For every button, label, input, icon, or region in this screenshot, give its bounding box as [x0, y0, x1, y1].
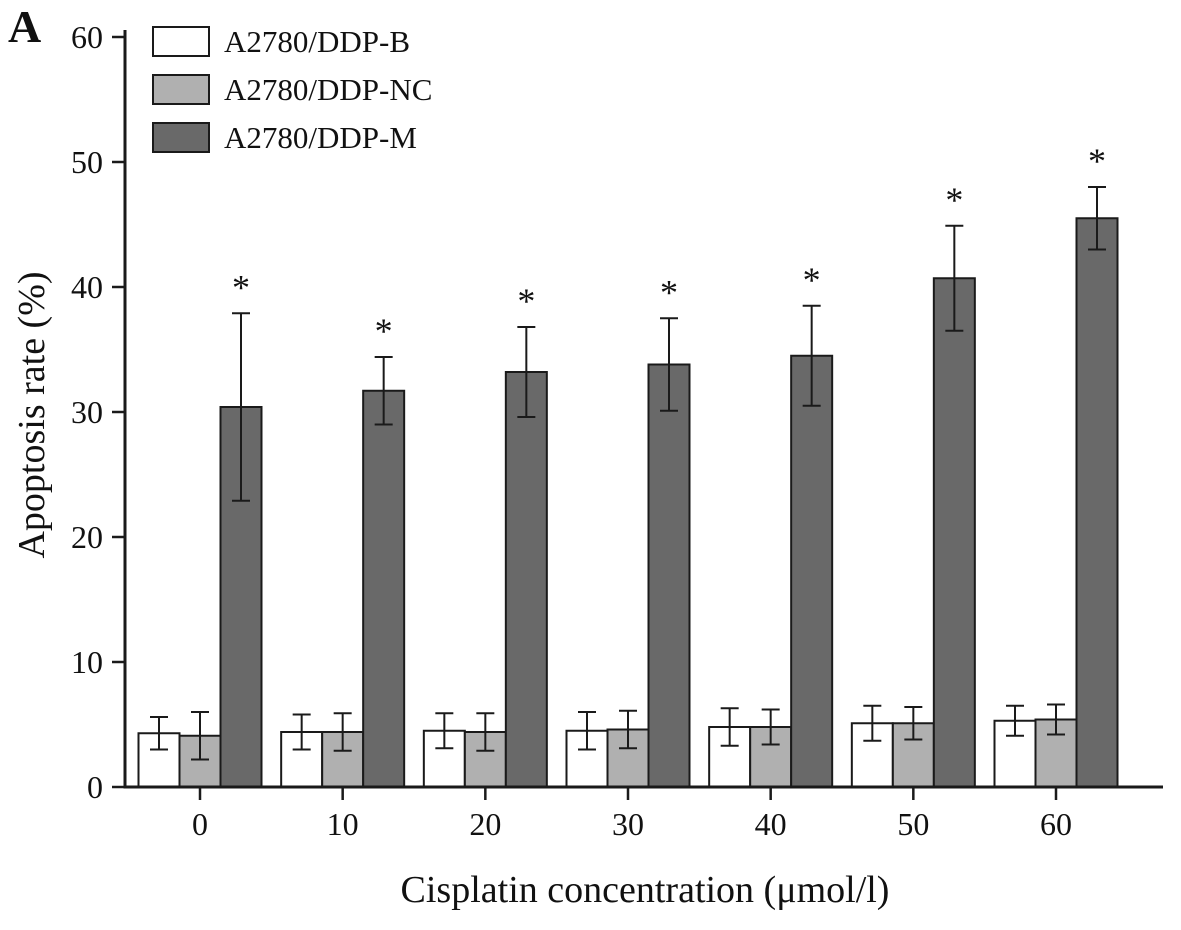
legend-label-ddp-b: A2780/DDP-B	[224, 24, 411, 59]
x-tick-label: 50	[897, 806, 929, 842]
legend-label-ddp-m: A2780/DDP-M	[224, 120, 417, 155]
significance-asterisk: *	[232, 267, 250, 307]
x-tick-label: 60	[1040, 806, 1072, 842]
significance-asterisk: *	[803, 260, 821, 300]
y-tick-label: 60	[71, 19, 103, 55]
x-tick-label: 30	[612, 806, 644, 842]
y-axis-label: Apoptosis rate (%)	[11, 271, 53, 559]
bar	[932, 277, 976, 788]
legend-swatch-ddp-b	[152, 26, 210, 57]
bar	[1075, 217, 1119, 788]
y-tick-label: 30	[71, 394, 103, 430]
x-axis-label: Cisplatin concentration (μmol/l)	[400, 869, 890, 911]
bar	[647, 363, 691, 788]
legend-item: A2780/DDP-NC	[152, 74, 432, 105]
x-tick-label: 40	[755, 806, 787, 842]
x-tick-label: 20	[469, 806, 501, 842]
legend: A2780/DDP-B A2780/DDP-NC A2780/DDP-M	[152, 26, 432, 170]
y-tick-label: 40	[71, 269, 103, 305]
legend-item: A2780/DDP-M	[152, 122, 432, 153]
significance-asterisk: *	[945, 180, 963, 220]
significance-asterisk: *	[660, 272, 678, 312]
legend-label-ddp-nc: A2780/DDP-NC	[224, 72, 433, 107]
bar	[362, 389, 406, 788]
y-tick-label: 0	[87, 769, 103, 805]
bar	[504, 371, 548, 788]
bar	[790, 354, 834, 788]
legend-swatch-ddp-m	[152, 122, 210, 153]
legend-item: A2780/DDP-B	[152, 26, 432, 57]
y-tick-label: 10	[71, 644, 103, 680]
significance-asterisk: *	[1088, 141, 1106, 181]
legend-swatch-ddp-nc	[152, 74, 210, 105]
panel-label: A	[8, 1, 42, 52]
y-tick-label: 50	[71, 144, 103, 180]
x-tick-label: 10	[327, 806, 359, 842]
x-tick-label: 0	[192, 806, 208, 842]
y-tick-label: 20	[71, 519, 103, 555]
significance-asterisk: *	[375, 311, 393, 351]
significance-asterisk: *	[517, 281, 535, 321]
